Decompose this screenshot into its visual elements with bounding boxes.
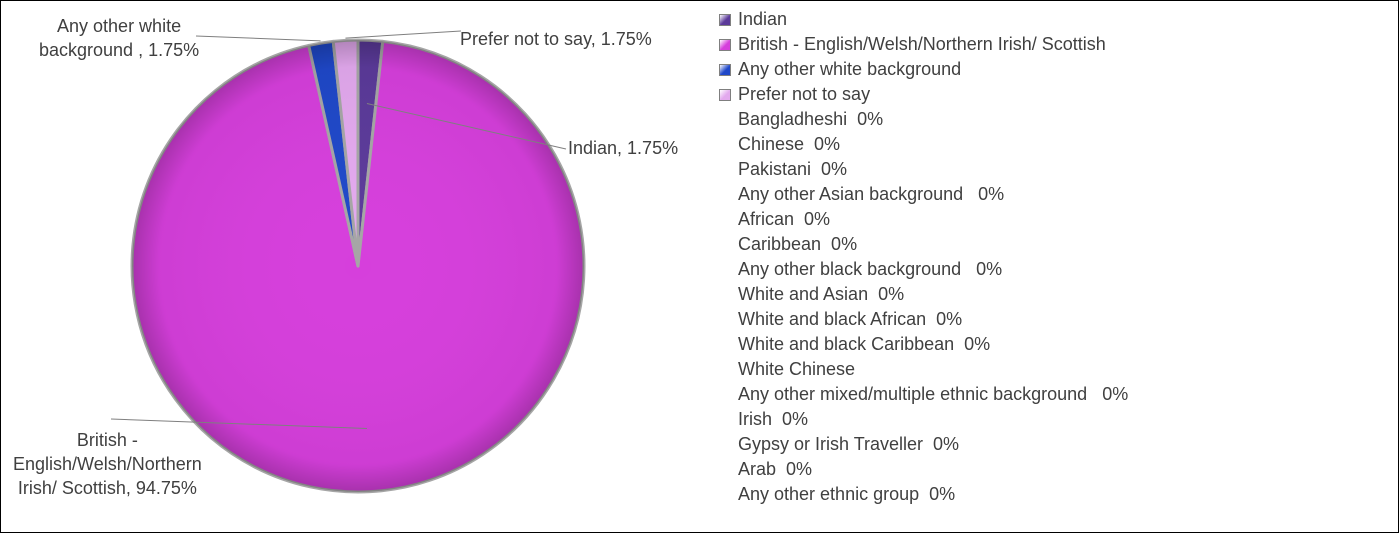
legend-entry: Gypsy or Irish Traveller 0% bbox=[719, 432, 1128, 457]
label-line: Any other white bbox=[57, 16, 182, 36]
label-line: background , 1.75% bbox=[39, 40, 200, 60]
legend-swatch bbox=[719, 139, 731, 151]
legend-swatch bbox=[719, 364, 731, 376]
legend-entry: Any other black background 0% bbox=[719, 257, 1128, 282]
legend-entry: African 0% bbox=[719, 207, 1128, 232]
legend-entry: White and Asian 0% bbox=[719, 282, 1128, 307]
legend-label: African 0% bbox=[738, 209, 831, 229]
legend-label: Gypsy or Irish Traveller 0% bbox=[738, 434, 960, 454]
legend-label: Indian bbox=[738, 9, 788, 29]
label-indian: Indian, 1.75% bbox=[568, 138, 679, 158]
legend-swatch bbox=[719, 289, 731, 301]
legend-swatch bbox=[719, 88, 731, 101]
leader-line bbox=[366, 103, 567, 150]
legend-label: White and Asian 0% bbox=[738, 284, 905, 304]
legend-swatch bbox=[719, 164, 731, 176]
legend-entry: Arab 0% bbox=[719, 457, 1128, 482]
legend-entry: Prefer not to say bbox=[719, 82, 1128, 107]
legend-swatch bbox=[719, 464, 731, 476]
legend-swatch bbox=[719, 314, 731, 326]
legend-entry: White and black Caribbean 0% bbox=[719, 332, 1128, 357]
label-line: Irish/ Scottish, 94.75% bbox=[17, 478, 197, 498]
legend-entry: White Chinese bbox=[719, 357, 1128, 382]
legend-label: Pakistani 0% bbox=[738, 159, 848, 179]
legend-entry: Pakistani 0% bbox=[719, 157, 1128, 182]
legend-label: White Chinese bbox=[738, 359, 856, 379]
legend-entry: White and black African 0% bbox=[719, 307, 1128, 332]
legend-entry: British - English/Welsh/Northern Irish/ … bbox=[719, 32, 1128, 57]
label-prefer-not-to-say: Prefer not to say, 1.75% bbox=[460, 29, 652, 49]
legend-swatch bbox=[719, 114, 731, 126]
legend-label: Irish 0% bbox=[738, 409, 809, 429]
legend-entry: Bangladheshi 0% bbox=[719, 107, 1128, 132]
legend-label: White and black Caribbean 0% bbox=[738, 334, 991, 354]
legend-entry: Indian bbox=[719, 7, 1128, 32]
legend-swatch bbox=[719, 189, 731, 201]
legend-label: Any other mixed/multiple ethnic backgrou… bbox=[738, 384, 1129, 404]
legend-entry: Caribbean 0% bbox=[719, 232, 1128, 257]
legend: Indian British - English/Welsh/Northern I… bbox=[719, 7, 1128, 507]
legend-entry: Any other mixed/multiple ethnic backgrou… bbox=[719, 382, 1128, 407]
legend-label: Arab 0% bbox=[738, 459, 813, 479]
leader-lines bbox=[110, 30, 567, 429]
legend-entry: Any other white background bbox=[719, 57, 1128, 82]
legend-label: White and black African 0% bbox=[738, 309, 963, 329]
leader-line bbox=[345, 30, 462, 39]
legend-label: Any other Asian background 0% bbox=[738, 184, 1005, 204]
label-british: British - English/Welsh/Northern Irish/ … bbox=[13, 428, 202, 500]
legend-label: Chinese 0% bbox=[738, 134, 841, 154]
legend-entry: Irish 0% bbox=[719, 407, 1128, 432]
legend-swatch bbox=[719, 439, 731, 451]
legend-swatch bbox=[719, 264, 731, 276]
legend-label: Any other white background bbox=[738, 59, 962, 79]
legend-swatch bbox=[719, 63, 731, 76]
legend-entry: Any other ethnic group 0% bbox=[719, 482, 1128, 507]
legend-label: Any other black background 0% bbox=[738, 259, 1003, 279]
legend-swatch bbox=[719, 414, 731, 426]
legend-label: Any other ethnic group 0% bbox=[738, 484, 956, 504]
legend-entry: Any other Asian background 0% bbox=[719, 182, 1128, 207]
label-any-other-white: Any other white background , 1.75% bbox=[39, 14, 199, 62]
legend-swatch bbox=[719, 13, 731, 26]
legend-entry: Chinese 0% bbox=[719, 132, 1128, 157]
legend-label: British - English/Welsh/Northern Irish/ … bbox=[738, 34, 1106, 54]
legend-swatch bbox=[719, 38, 731, 51]
pie-slices bbox=[130, 38, 586, 494]
leader-line bbox=[110, 418, 367, 429]
legend-swatch bbox=[719, 214, 731, 226]
label-line: British - bbox=[76, 430, 138, 450]
legend-swatch bbox=[719, 239, 731, 251]
legend-swatch bbox=[719, 389, 731, 401]
leader-line bbox=[195, 35, 321, 42]
legend-label: Bangladheshi 0% bbox=[738, 109, 884, 129]
legend-swatch bbox=[719, 489, 731, 501]
legend-label: Prefer not to say bbox=[738, 84, 871, 104]
legend-swatch bbox=[719, 339, 731, 351]
legend-label: Caribbean 0% bbox=[738, 234, 858, 254]
label-line: English/Welsh/Northern bbox=[13, 454, 202, 474]
